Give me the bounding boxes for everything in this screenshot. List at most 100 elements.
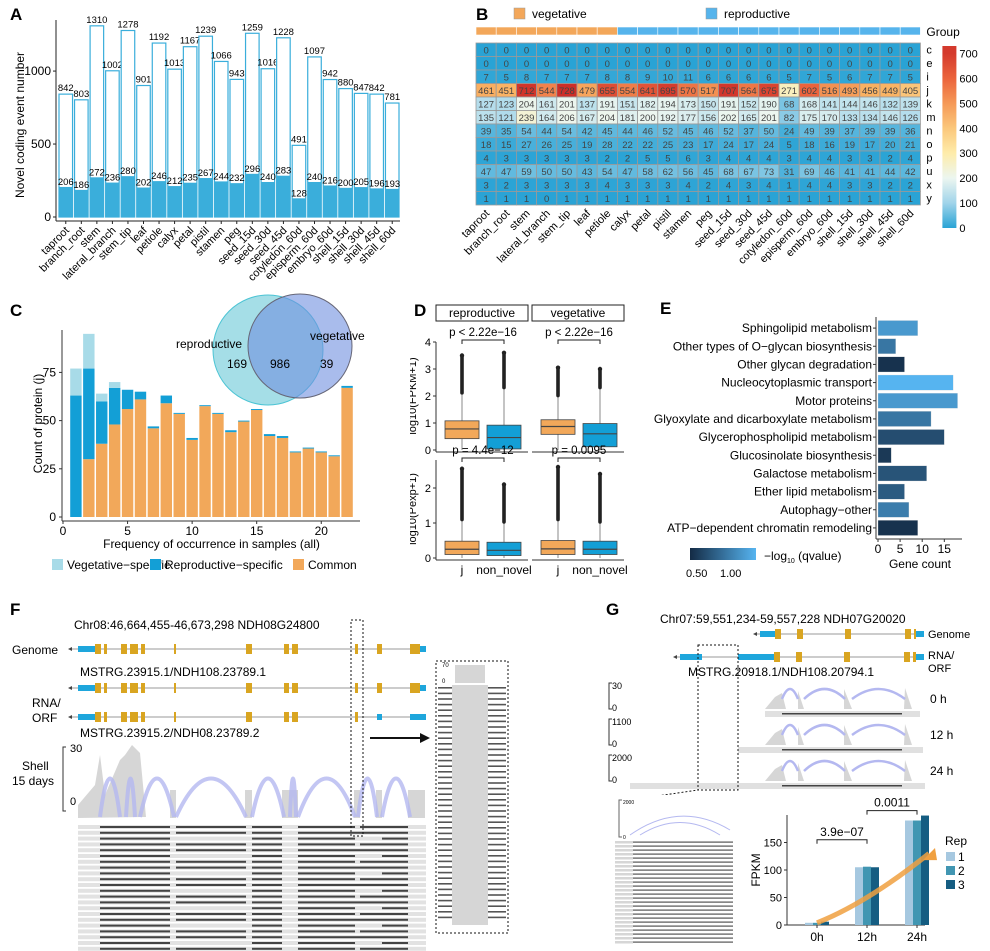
g-time-label: 12 h	[930, 728, 953, 742]
b-cell-value: 6	[847, 73, 852, 84]
b-cell-value: 675	[761, 86, 777, 97]
panel-b: B vegetative reproductive Group 0 0 0 0 0 0 0 0 0 0 0…	[460, 5, 978, 267]
g-inset-read	[615, 845, 633, 848]
b-cell-value: 1	[625, 194, 630, 205]
d-box	[540, 540, 576, 555]
a-label-subset: 193	[384, 179, 400, 190]
e-category-label: Glyoxylate and dicarboxylate metabolism	[654, 412, 872, 426]
a-label-subset: 240	[307, 172, 323, 183]
b-cell-value: 164	[539, 113, 555, 124]
d-box	[582, 540, 618, 555]
f-exon	[104, 683, 107, 693]
f-inset-read	[488, 866, 506, 868]
a-label-total: 1066	[211, 50, 232, 61]
f-junction-arc	[296, 776, 357, 818]
f-read-gap	[100, 860, 170, 863]
g-inset-read	[615, 885, 633, 888]
f-read-gap	[252, 843, 282, 846]
b-cell-value: 1	[524, 194, 529, 205]
d-xtick-label: j	[556, 563, 560, 577]
b-cell-value: 27	[521, 140, 532, 151]
g-inset-max: 2000	[623, 800, 634, 806]
b-cell-value: 161	[539, 100, 555, 111]
e-colorbar	[690, 548, 756, 560]
b-cell-value: 3	[665, 181, 670, 192]
b-cell-value: 137	[579, 100, 595, 111]
f-inset-read	[488, 720, 506, 723]
f-read-gap	[100, 855, 170, 857]
c-bar-common	[341, 387, 353, 517]
f-inset-read	[438, 911, 452, 913]
f-exon	[355, 683, 358, 693]
d-facet-label: vegetative	[551, 306, 606, 320]
b-col-label: petal	[628, 208, 653, 233]
b-cell-value: 10	[663, 73, 674, 84]
b-cell-value: 50	[562, 167, 573, 178]
f-inset-read	[438, 866, 452, 868]
c-bar-reproductivespecific	[302, 447, 315, 449]
b-cell-value: 0	[908, 46, 913, 57]
c-bar-reproductivespecific	[147, 426, 160, 429]
g-bar-ytick-label: 150	[764, 838, 782, 850]
f-read-gap	[176, 826, 246, 828]
b-cell-value: 206	[559, 113, 575, 124]
b-row-label: o	[926, 139, 932, 151]
b-cell-value: 1	[665, 194, 670, 205]
c-bar-common	[83, 459, 95, 517]
c-bar-reproductivespecific	[263, 434, 276, 437]
e-xtick-label: 5	[897, 542, 904, 556]
b-cell-value: 6	[685, 154, 690, 165]
f-coverage-peak	[245, 790, 252, 818]
d-pvalue-bracket	[461, 457, 505, 462]
g-genome-label: Genome	[928, 629, 970, 641]
f-read-gap	[252, 884, 282, 886]
b-cell-value: 641	[640, 86, 656, 97]
g-read-line	[782, 713, 902, 715]
g-exon	[914, 629, 916, 639]
d-outlier-max	[459, 466, 465, 471]
f-read-gap	[100, 895, 170, 898]
a-bar-subset	[74, 189, 89, 217]
g-inset-read-line	[633, 857, 733, 859]
e-category-label: Glucosinolate biosynthesis	[730, 448, 872, 462]
d-xtick-label: non_novel	[476, 563, 531, 577]
b-cell-value: 7	[483, 73, 488, 84]
f-inset-read	[438, 877, 452, 879]
f-junction-arc	[98, 776, 122, 818]
g-rna-label-1: RNA/	[928, 650, 955, 662]
g-exon	[775, 629, 781, 639]
panel-g: G Chr07:59,551,234-59,557,228 NDH07G2002…	[606, 600, 970, 951]
b-group-cell	[495, 26, 517, 36]
b-cell-value: 0	[706, 46, 711, 57]
b-cell-value: 0	[584, 46, 589, 57]
c-bar-reproductivespecific	[186, 437, 198, 440]
b-cell-value: 3	[504, 154, 509, 165]
b-cell-value: 19	[582, 140, 593, 151]
b-cell-value: 1	[645, 194, 650, 205]
b-cell-value: 146	[882, 113, 898, 124]
b-cell-value: 7	[584, 73, 589, 84]
b-row-label: y	[926, 193, 932, 205]
g-inset-read-line	[633, 889, 733, 891]
b-cell-value: 0	[867, 46, 872, 57]
c-bar-common	[315, 452, 327, 517]
b-cell-value: 0	[786, 59, 791, 70]
b-cell-value: 39	[824, 127, 835, 138]
f-exon	[104, 644, 107, 654]
c-bar-common	[276, 437, 289, 517]
e-bar	[877, 393, 958, 409]
f-exon	[284, 644, 289, 654]
g-inset-read	[615, 933, 633, 936]
g-bar-legend-swatch	[946, 880, 955, 889]
a-bar-subset	[385, 188, 399, 217]
panel-a-ylabel: Novel coding event number	[13, 52, 27, 198]
b-cell-value: 461	[478, 86, 494, 97]
f-inset-read	[488, 765, 506, 767]
f-inset-read	[488, 715, 506, 717]
b-cell-value: 4	[827, 154, 832, 165]
b-cell-value: 17	[865, 140, 876, 151]
g-scale-bracket	[608, 754, 612, 782]
b-cell-value: 190	[761, 100, 777, 111]
g-bar-rep3	[921, 815, 929, 925]
f-read-gap	[252, 866, 282, 869]
